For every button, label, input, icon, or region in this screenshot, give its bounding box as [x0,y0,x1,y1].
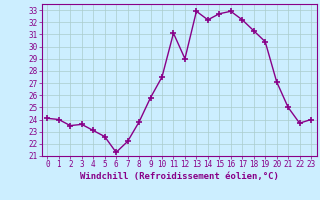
X-axis label: Windchill (Refroidissement éolien,°C): Windchill (Refroidissement éolien,°C) [80,172,279,181]
